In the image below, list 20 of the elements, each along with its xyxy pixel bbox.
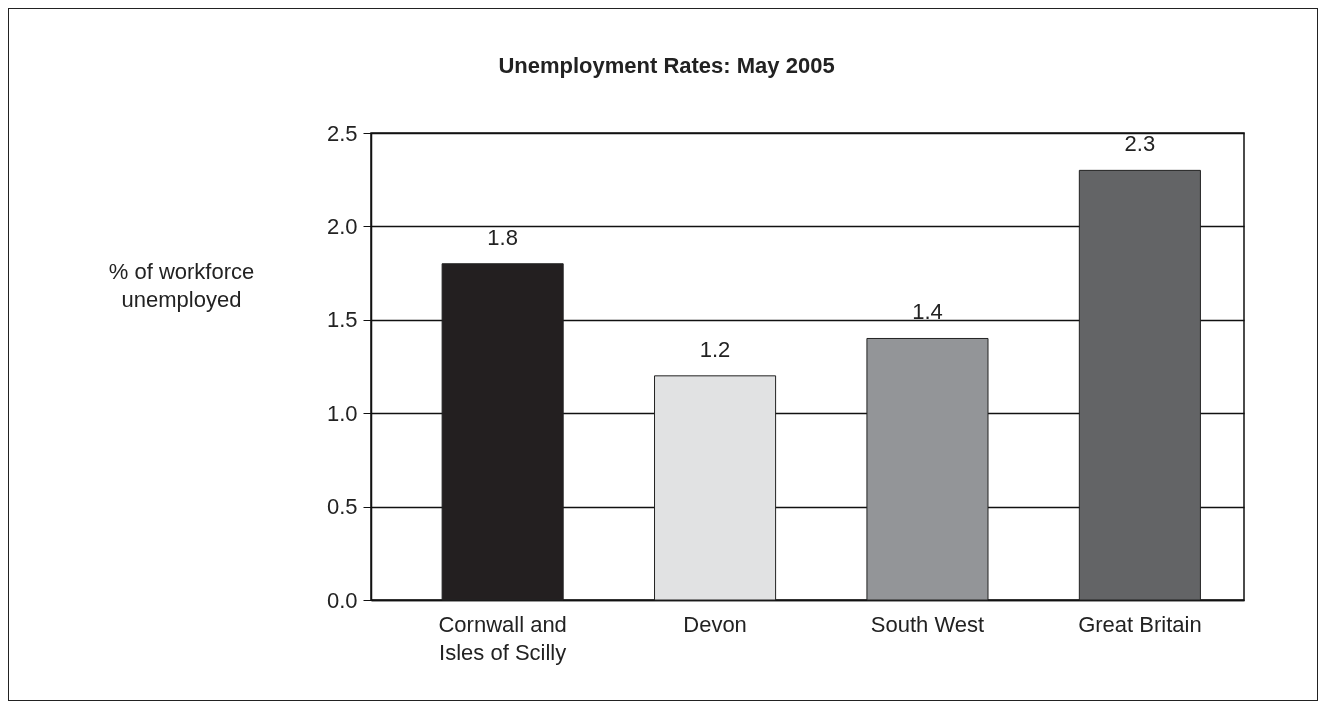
bar (654, 375, 777, 601)
y-axis-title: % of workforce unemployed (108, 258, 255, 312)
y-tick-label: 2.5 (326, 120, 358, 146)
data-label: 1.2 (699, 336, 731, 362)
bar (866, 337, 989, 601)
data-label: 1.8 (487, 224, 518, 250)
bar (441, 263, 564, 601)
chart-title: Unemployment Rates: May 2005 (498, 53, 835, 78)
y-tick-label: 1.0 (326, 400, 358, 426)
x-tick-label: Cornwall and Isles of Scilly (438, 611, 567, 665)
bar (1078, 169, 1201, 601)
x-tick-label: South West (870, 611, 985, 637)
y-tick-label: 2.0 (326, 213, 358, 239)
x-tick-label: Devon (683, 611, 747, 637)
y-tick-label: 0.0 (326, 587, 358, 613)
data-label: 1.4 (912, 299, 943, 325)
y-tick-label: 1.5 (326, 307, 358, 333)
x-tick-label: Great Britain (1078, 611, 1202, 637)
data-label: 2.3 (1124, 131, 1156, 157)
y-tick-label: 0.5 (326, 494, 358, 520)
